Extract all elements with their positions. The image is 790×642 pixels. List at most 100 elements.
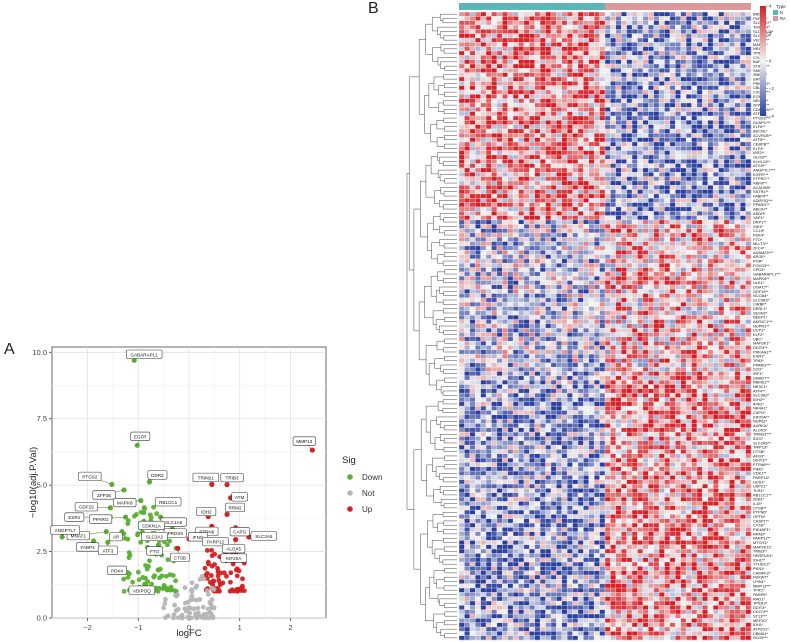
heatmap-cell xyxy=(459,154,465,160)
heatmap-cell xyxy=(496,189,503,195)
heatmap-cell xyxy=(653,202,660,208)
heatmap-cell xyxy=(459,367,465,372)
heatmap-cell xyxy=(669,245,676,251)
heatmap-cell xyxy=(502,150,508,156)
heatmap-cell xyxy=(523,328,530,333)
heatmap-cell xyxy=(459,232,465,238)
heatmap-cell xyxy=(669,284,676,290)
heatmap-cell xyxy=(691,159,698,164)
heatmap-cell xyxy=(632,124,638,130)
heatmap-cell xyxy=(718,16,725,21)
heatmap-cell xyxy=(626,159,633,164)
heatmap-cell xyxy=(621,193,627,199)
heatmap-cell xyxy=(610,345,617,351)
heatmap-cell xyxy=(540,150,546,156)
heatmap-cell xyxy=(513,115,519,121)
heatmap-cell xyxy=(669,76,676,82)
heatmap-cell xyxy=(605,76,611,82)
heatmap-cell xyxy=(480,302,487,307)
x-tick-label: −1 xyxy=(134,623,143,632)
heatmap-cell xyxy=(696,159,703,164)
heatmap-cell xyxy=(745,371,752,377)
heatmap-cell xyxy=(507,98,514,104)
heatmap-cell xyxy=(740,302,746,307)
heatmap-cell xyxy=(491,237,498,242)
heatmap-cell xyxy=(588,33,595,39)
heatmap-cell xyxy=(518,20,525,26)
heatmap-cell xyxy=(599,133,606,138)
heatmap-cell xyxy=(583,254,589,260)
heatmap-cell xyxy=(718,24,725,30)
heatmap-cell xyxy=(486,120,492,125)
heatmap-cell xyxy=(675,163,681,169)
heatmap-cell xyxy=(702,50,708,56)
heatmap-cell xyxy=(464,219,471,225)
heatmap-cell xyxy=(588,263,595,268)
heatmap-cell xyxy=(734,323,741,329)
heatmap-cell xyxy=(713,68,719,73)
heatmap-cell xyxy=(659,163,665,169)
heatmap-cell xyxy=(459,211,465,216)
heatmap-cell xyxy=(518,189,525,195)
heatmap-cell xyxy=(561,29,568,34)
heatmap-cell xyxy=(621,85,627,91)
heatmap-cell xyxy=(502,241,508,247)
heatmap-cell xyxy=(605,315,611,320)
heatmap-cell xyxy=(642,371,649,377)
heatmap-cell xyxy=(648,215,654,221)
heatmap-cell xyxy=(632,150,638,156)
data-point xyxy=(142,506,148,512)
heatmap-cell xyxy=(707,306,714,312)
heatmap-cell xyxy=(480,185,487,190)
heatmap-cell xyxy=(540,85,546,91)
heatmap-cell xyxy=(686,237,692,242)
heatmap-cell xyxy=(675,172,681,177)
heatmap-cell xyxy=(475,33,481,39)
heatmap-cell xyxy=(480,254,487,260)
heatmap-cell xyxy=(486,345,492,351)
heatmap-cell xyxy=(577,98,584,104)
heatmap-cell xyxy=(496,345,503,351)
heatmap-cell xyxy=(464,176,471,182)
data-point xyxy=(231,588,236,594)
gene-label: EGFR xyxy=(134,434,147,439)
heatmap-cell xyxy=(480,189,487,195)
heatmap-cell xyxy=(523,111,530,117)
heatmap-cell xyxy=(599,128,606,134)
heatmap-cell xyxy=(475,172,481,177)
heatmap-cell xyxy=(713,102,719,108)
heatmap-cell xyxy=(653,167,660,173)
heatmap-cell xyxy=(745,211,752,216)
heatmap-cell xyxy=(642,133,649,138)
heatmap-cell xyxy=(496,133,503,138)
heatmap-cell xyxy=(680,354,687,359)
heatmap-cell xyxy=(588,211,595,216)
heatmap-cell xyxy=(621,302,627,307)
heatmap-cell xyxy=(626,341,633,346)
heatmap-cell xyxy=(534,228,541,234)
heatmap-cell xyxy=(702,107,708,112)
heatmap-cell xyxy=(664,198,671,203)
heatmap-cell xyxy=(729,146,735,151)
heatmap-cell xyxy=(459,219,465,225)
heatmap-cell xyxy=(491,37,498,43)
heatmap-cell xyxy=(626,102,633,108)
heatmap-cell xyxy=(556,267,562,273)
heatmap-cell xyxy=(745,323,752,329)
heatmap-cell xyxy=(626,319,633,325)
heatmap-cell xyxy=(621,297,627,303)
heatmap-cell xyxy=(583,12,589,17)
heatmap-cell xyxy=(610,12,617,17)
heatmap-cell xyxy=(745,224,752,229)
heatmap-cell xyxy=(496,111,503,117)
heatmap-cell xyxy=(702,81,708,86)
heatmap-cell xyxy=(577,102,584,108)
heatmap-cell xyxy=(491,328,498,333)
heatmap-cell xyxy=(540,371,546,377)
heatmap-cell xyxy=(686,271,692,277)
heatmap-cell xyxy=(680,358,687,364)
heatmap-cell xyxy=(529,332,535,338)
heatmap-cell xyxy=(475,297,481,303)
heatmap-cell xyxy=(599,20,606,26)
